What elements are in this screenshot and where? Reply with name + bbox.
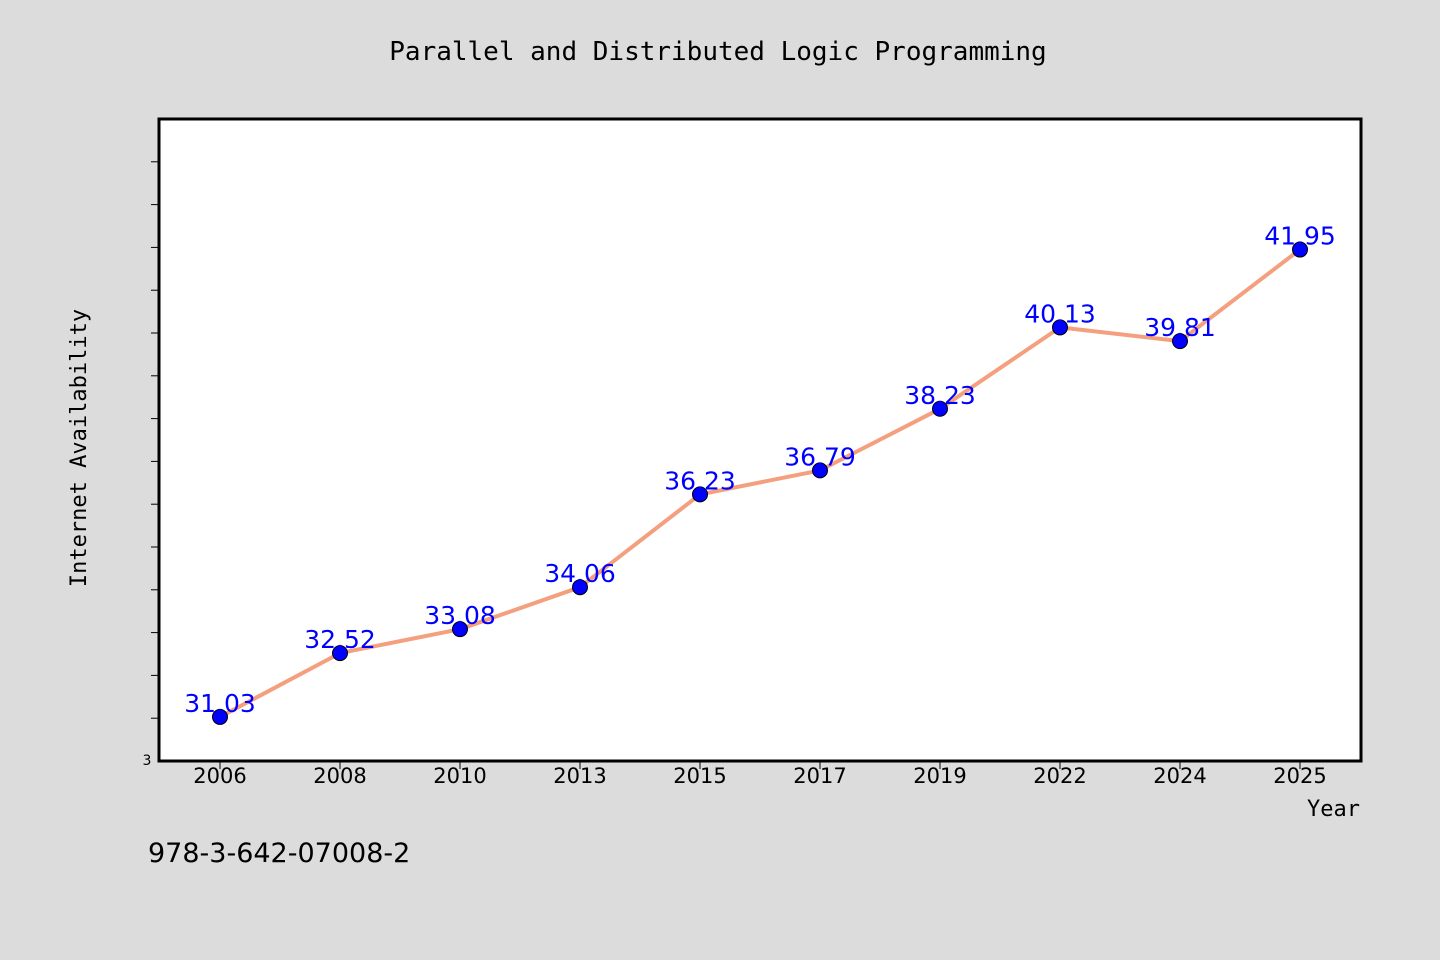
data-label: 40.13	[1024, 299, 1096, 328]
y-axis-title: Internet Availability	[67, 309, 92, 587]
series-line	[218, 247, 1302, 719]
data-label: 36.79	[784, 442, 856, 471]
data-point	[692, 486, 708, 503]
data-point	[812, 462, 828, 479]
x-tick-label: 2022	[1033, 764, 1086, 788]
x-tick-label: 2008	[313, 764, 366, 788]
x-tick-label: 2025	[1273, 764, 1326, 788]
data-point	[212, 708, 228, 725]
data-point	[1292, 241, 1308, 258]
data-label: 41.95	[1264, 222, 1336, 251]
data-label: 33.08	[424, 601, 496, 630]
data-point	[1052, 319, 1068, 336]
x-tick-label: 2010	[433, 764, 486, 788]
data-labels: 31.03 32.52 33.08 34.06 36.23 36.79 38.23 40.13…	[184, 222, 1336, 718]
data-label: 32.52	[304, 625, 376, 654]
x-tick-label: 2013	[553, 764, 606, 788]
isbn-text: 978-3-642-07008-2	[148, 838, 410, 869]
data-point	[1172, 333, 1188, 350]
data-label: 31.03	[184, 689, 256, 718]
data-point	[332, 645, 348, 662]
chart-title: Parallel and Distributed Logic Programmi…	[389, 37, 1046, 67]
x-tick-label: 2006	[193, 764, 246, 788]
data-point	[452, 621, 468, 638]
data-point	[932, 400, 948, 417]
data-label: 39.81	[1144, 313, 1216, 342]
x-tick-label: 2024	[1153, 764, 1206, 788]
x-tick-label: 2015	[673, 764, 726, 788]
y-axis-ticks	[151, 161, 159, 719]
x-tick-label: 2019	[913, 764, 966, 788]
y-axis-bottom-label: 3	[143, 753, 152, 769]
data-label: 36.23	[664, 466, 736, 495]
x-axis-title: Year	[1307, 797, 1360, 822]
x-axis-ticks: 2006 2008 2010 2013 2015 2017 2019 2022 2024 2025	[193, 761, 1327, 788]
plot-area	[157, 117, 1363, 763]
x-tick-label: 2017	[793, 764, 846, 788]
data-label: 38.23	[904, 381, 976, 410]
data-point	[572, 579, 588, 596]
data-label: 34.06	[544, 559, 616, 588]
series-layer	[212, 241, 1308, 725]
